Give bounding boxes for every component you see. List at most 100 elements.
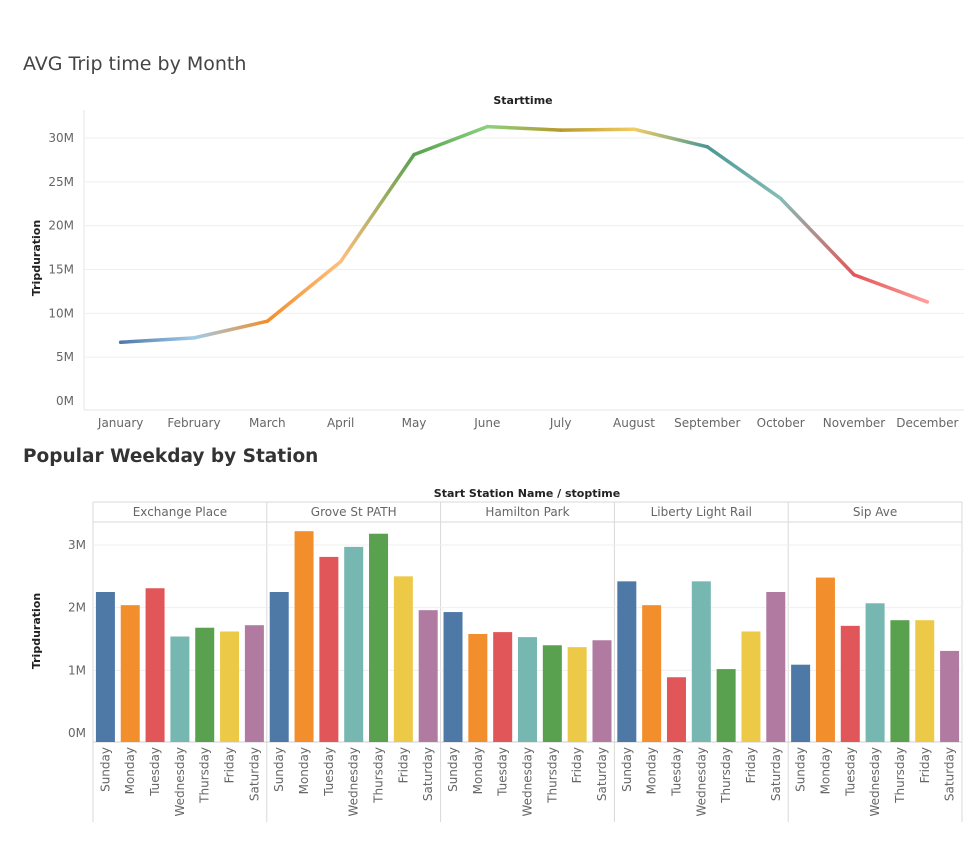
bar[interactable] xyxy=(319,556,339,742)
bar[interactable] xyxy=(269,592,289,742)
bar[interactable] xyxy=(170,636,190,742)
bar-panel-header: Hamilton Park xyxy=(485,505,569,519)
bar-panel-frames xyxy=(92,501,963,822)
line-segment xyxy=(632,127,710,149)
line-x-tick-label: April xyxy=(327,416,354,430)
line-y-tick-label: 30M xyxy=(48,131,74,145)
bar[interactable] xyxy=(443,612,463,742)
bar[interactable] xyxy=(542,645,562,742)
bar[interactable] xyxy=(195,627,215,742)
line-point[interactable] xyxy=(339,260,343,264)
bar[interactable] xyxy=(294,531,314,742)
bar-x-tick-label: Saturday xyxy=(247,747,261,801)
bar-y-tick-label: 0M xyxy=(68,726,86,740)
bar-x-tick-label: Friday xyxy=(223,747,237,783)
line-x-tick-label: February xyxy=(167,416,220,430)
bar-gridlines xyxy=(93,544,962,671)
bar[interactable] xyxy=(518,637,537,742)
bar-x-tick-label: Monday xyxy=(123,747,137,794)
bar[interactable] xyxy=(493,632,513,742)
bar-x-tick-label: Saturday xyxy=(595,747,609,801)
bar-x-tick-label: Tuesday xyxy=(148,747,162,797)
line-y-tick-label: 5M xyxy=(56,350,74,364)
bar[interactable] xyxy=(617,581,637,742)
bar[interactable] xyxy=(815,577,835,742)
line-point[interactable] xyxy=(265,319,269,323)
bar-x-tick-label: Tuesday xyxy=(496,747,510,797)
line-point[interactable] xyxy=(485,125,489,129)
bar[interactable] xyxy=(716,669,736,742)
line-point[interactable] xyxy=(925,300,929,304)
bar[interactable] xyxy=(915,620,935,742)
bar[interactable] xyxy=(244,625,264,742)
line-y-tick-label: 15M xyxy=(48,263,74,277)
bar-x-tick-label: Wednesday xyxy=(868,747,882,816)
line-point[interactable] xyxy=(852,273,856,277)
line-point[interactable] xyxy=(779,196,783,201)
bar-x-tick-label: Friday xyxy=(918,747,932,783)
line-point[interactable] xyxy=(119,340,123,344)
bar-x-tick-label: Friday xyxy=(570,747,584,783)
line-x-ticks: January February March April May June July Augu… xyxy=(97,416,959,430)
line-segment xyxy=(778,196,856,277)
bar-x-tick-label: Saturday xyxy=(943,747,957,801)
line-y-tick-label: 0M xyxy=(56,394,74,408)
line-point[interactable] xyxy=(412,153,416,157)
bar[interactable] xyxy=(393,576,413,742)
bar[interactable] xyxy=(691,581,711,742)
bar-x-tick-label: Tuesday xyxy=(322,747,336,797)
line-segment xyxy=(338,152,416,264)
bar[interactable] xyxy=(120,605,140,742)
bar-panel: Exchange Place Sunday Monday Tuesday Wednesd… xyxy=(95,505,264,816)
bar-y-tick-label: 2M xyxy=(68,601,86,615)
bar[interactable] xyxy=(344,546,364,742)
bar[interactable] xyxy=(95,592,115,742)
bar-x-tick-label: Thursday xyxy=(545,747,559,804)
bar[interactable] xyxy=(145,588,165,742)
bar-panel-header: Sip Ave xyxy=(853,505,897,519)
bar[interactable] xyxy=(567,647,587,742)
line-chart-ylabel: Tripduration xyxy=(30,220,43,296)
line-x-tick-label: December xyxy=(896,416,958,430)
bar[interactable] xyxy=(418,610,438,742)
bar[interactable] xyxy=(642,605,662,742)
bar[interactable] xyxy=(741,631,761,742)
bar[interactable] xyxy=(791,664,811,742)
bar[interactable] xyxy=(592,640,612,742)
bar-chart-header: Start Station Name / stoptime xyxy=(434,487,620,500)
bar[interactable] xyxy=(369,533,389,742)
line-point[interactable] xyxy=(192,336,196,340)
line-x-tick-label: September xyxy=(674,416,740,430)
bar-panel-header: Exchange Place xyxy=(133,505,227,519)
line-x-tick-label: March xyxy=(249,416,286,430)
line-series xyxy=(118,124,930,345)
bar[interactable] xyxy=(666,677,686,742)
bar-x-tick-label: Monday xyxy=(471,747,485,794)
bar-x-tick-label: Monday xyxy=(645,747,659,794)
line-x-tick-label: May xyxy=(402,416,427,430)
bar[interactable] xyxy=(840,625,860,742)
bar[interactable] xyxy=(468,633,488,742)
line-point[interactable] xyxy=(559,128,563,132)
bar-x-tick-label: Tuesday xyxy=(669,747,683,797)
bar[interactable] xyxy=(940,650,960,742)
bar-x-tick-label: Tuesday xyxy=(843,747,857,797)
line-point[interactable] xyxy=(705,145,709,149)
bar-y-tick-label: 3M xyxy=(68,538,86,552)
bar-panels: Exchange Place Sunday Monday Tuesday Wednesd… xyxy=(95,505,960,816)
bar-panel-header: Liberty Light Rail xyxy=(651,505,752,519)
bar-x-tick-label: Friday xyxy=(396,747,410,783)
bar[interactable] xyxy=(865,603,885,742)
line-x-tick-label: January xyxy=(97,416,144,430)
bar[interactable] xyxy=(220,631,240,742)
bar[interactable] xyxy=(890,620,910,742)
bar-x-tick-label: Saturday xyxy=(421,747,435,801)
bar-x-tick-label: Monday xyxy=(297,747,311,794)
line-chart-header: Starttime xyxy=(493,94,552,107)
line-point[interactable] xyxy=(632,127,636,131)
line-segment xyxy=(705,145,783,201)
chart-title-trip-time: AVG Trip time by Month xyxy=(23,53,247,75)
chart-title-weekday-station: Popular Weekday by Station xyxy=(23,446,319,467)
line-x-tick-label: August xyxy=(613,416,655,430)
bar[interactable] xyxy=(766,592,786,742)
